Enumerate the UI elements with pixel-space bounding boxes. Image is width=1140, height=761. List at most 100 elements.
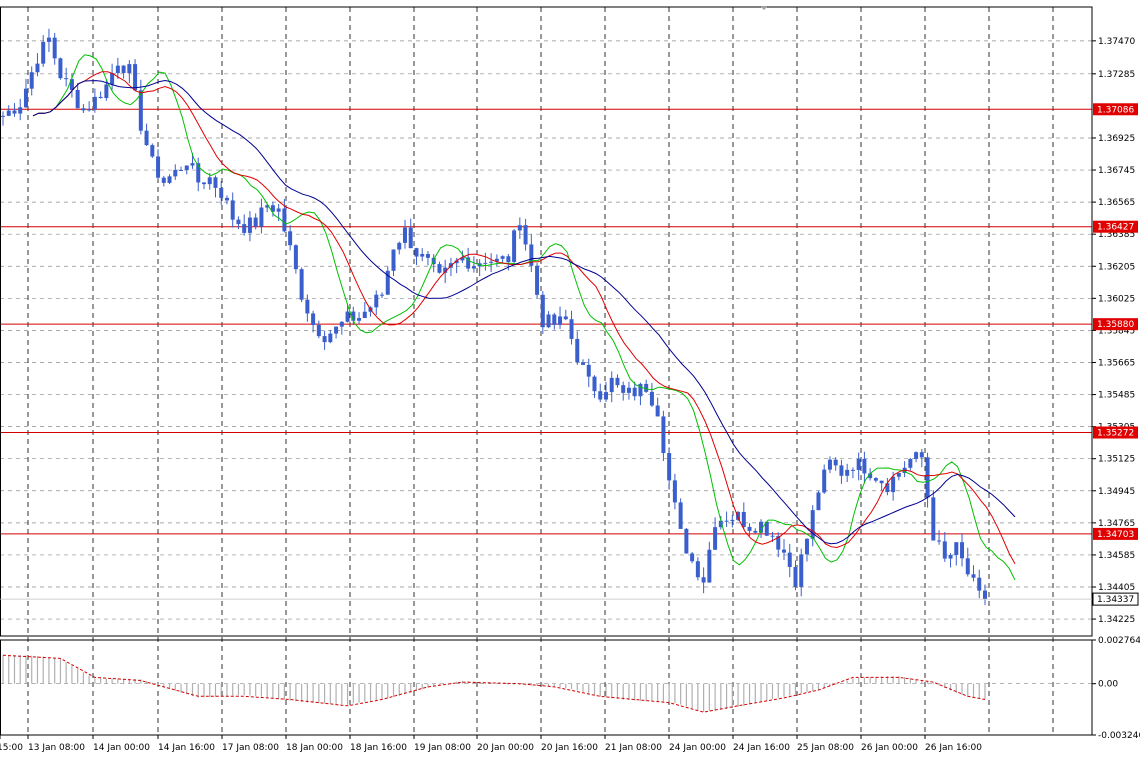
candle-body [299, 269, 304, 300]
osc-signal-line [2, 654, 986, 713]
candle-body [224, 197, 229, 201]
candle-body [919, 452, 924, 458]
candle-body [983, 590, 987, 600]
candle-body [621, 385, 626, 393]
candle-body [810, 510, 815, 539]
candle-body [845, 469, 850, 476]
candle-body [75, 90, 80, 109]
candle-body [196, 163, 201, 183]
candle-body [782, 549, 787, 553]
candle-body [282, 208, 287, 232]
candle-body [891, 476, 896, 493]
candle-body [121, 65, 126, 74]
candle-body [150, 145, 155, 157]
candle-body [190, 163, 195, 166]
candle-body [339, 321, 344, 327]
ma-line-10 [32, 71, 1016, 565]
candle-body [787, 552, 792, 567]
candle-body [850, 469, 855, 471]
candle-body [896, 473, 901, 477]
candle-body [558, 316, 563, 325]
candle-body [201, 182, 206, 185]
price-tick-label: 1.35485 [1098, 391, 1135, 401]
candle-body [345, 311, 350, 322]
candle-body [334, 326, 339, 334]
time-tick-label: 15:00 [0, 743, 23, 753]
candle-body [603, 392, 608, 400]
candle-body [316, 324, 321, 337]
candle-body [822, 469, 827, 493]
candle-body [489, 261, 494, 263]
candle-body [707, 549, 712, 583]
candle-body [437, 264, 442, 273]
candle-body [690, 553, 695, 562]
candle-body [741, 511, 746, 527]
candle-body [667, 453, 672, 481]
level-price-label: 1.37086 [1097, 105, 1134, 115]
price-tick-label: 1.36205 [1098, 262, 1135, 272]
candle-body [12, 110, 17, 114]
time-tick-label: 18 Jan 00:00 [286, 743, 343, 753]
time-tick-label: 25 Jan 08:00 [797, 743, 854, 753]
level-price-box [1093, 426, 1138, 439]
candle-body [730, 519, 735, 521]
osc-tick-label: 0.002764 [1098, 636, 1140, 646]
candle-body [638, 383, 643, 397]
candle-body [833, 459, 838, 466]
candle-body [391, 249, 396, 271]
candle-body [6, 110, 11, 116]
candle-body [81, 108, 86, 111]
time-tick-label: 20 Jan 00:00 [477, 743, 534, 753]
price-tick-label: 1.34945 [1098, 487, 1135, 497]
candle-body [270, 205, 275, 212]
price-tick-label: 1.34585 [1098, 551, 1135, 561]
candle-body [799, 554, 804, 587]
price-tick-label: 1.36565 [1098, 198, 1135, 208]
osc-tick-label: -0.003246 [1098, 731, 1140, 741]
candle-body [104, 84, 109, 99]
candle-body [213, 177, 218, 188]
candle-body [471, 266, 476, 269]
candle-body [965, 558, 970, 575]
price-tick-label: 1.36025 [1098, 294, 1135, 304]
candle-body [569, 319, 574, 339]
candle-body [873, 478, 878, 481]
candle-body [753, 530, 758, 533]
time-tick-label: 24 Jan 16:00 [733, 743, 790, 753]
candle-body [764, 521, 769, 536]
candle-body [402, 227, 407, 243]
level-price-box [1093, 527, 1138, 540]
candle-body [466, 257, 471, 269]
current-price-label: 1.34337 [1097, 595, 1134, 605]
candle-body [879, 480, 884, 484]
candle-body [247, 217, 252, 233]
candle-body [609, 377, 614, 393]
oscillator-panel [2, 654, 986, 713]
candle-body [138, 90, 143, 131]
candle-body [207, 177, 212, 185]
candle-body [69, 79, 74, 91]
candle-body [328, 333, 333, 343]
moving-averages [32, 54, 1016, 581]
candle-body [500, 256, 505, 259]
candles [1, 28, 987, 606]
candle-body [816, 492, 821, 511]
candle-body [460, 257, 465, 261]
price-tick-label: 1.37285 [1098, 70, 1135, 80]
candle-body [937, 540, 942, 542]
candle-body [242, 224, 247, 233]
candle-body [925, 457, 930, 498]
candle-body [1, 115, 5, 117]
candle-body [678, 502, 683, 529]
candle-body [305, 299, 310, 314]
candle-body [914, 452, 919, 459]
candle-body [598, 391, 603, 400]
candle-body [695, 561, 700, 578]
candle-body [960, 542, 965, 559]
candle-body [64, 78, 69, 80]
grid [0, 7, 1092, 736]
candle-body [575, 338, 580, 363]
ma-line-21 [32, 79, 1016, 545]
time-tick-label: 14 Jan 16:00 [158, 743, 215, 753]
